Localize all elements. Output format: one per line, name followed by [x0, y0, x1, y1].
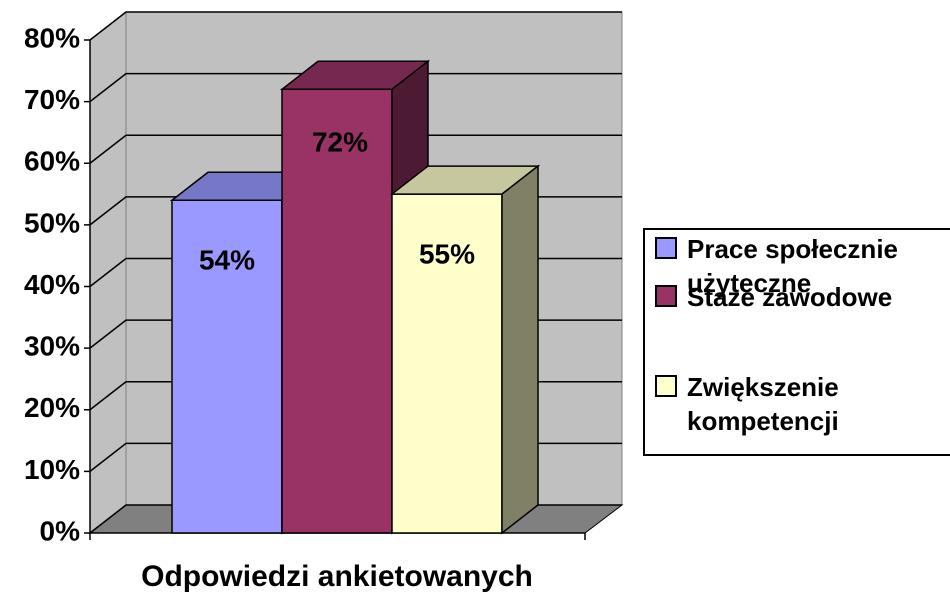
y-tick-label: 70% [24, 84, 80, 115]
bar [389, 164, 541, 535]
legend: Prace społecznie użyteczne Staże zawodowe… [643, 228, 950, 456]
legend-swatch [655, 285, 677, 307]
y-tick-label: 0% [40, 515, 81, 546]
y-tick-label: 40% [24, 269, 80, 300]
y-tick-label: 50% [24, 207, 80, 238]
grid-line [89, 72, 622, 103]
x-axis-title: Odpowiedzi ankietowanych [141, 560, 533, 593]
y-tick-label: 10% [24, 454, 80, 485]
y-tick-label: 30% [24, 331, 80, 362]
legend-label: Staże zawodowe [687, 282, 893, 312]
grid-line [89, 134, 622, 164]
legend-swatch [655, 237, 677, 259]
bar-side [501, 164, 539, 535]
y-tick-label: 20% [24, 392, 80, 423]
legend-swatch [655, 375, 677, 397]
legend-entry: Prace społecznie użyteczne [655, 232, 937, 300]
legend-label: Zwiększenie kompetencji [687, 372, 839, 436]
legend-entry: Staże zawodowe [655, 280, 937, 314]
data-label: 72% [312, 127, 368, 158]
legend-label: Prace społecznie użyteczne [687, 234, 898, 298]
y-tick-label: 80% [24, 22, 80, 53]
grid-line [89, 11, 622, 41]
data-label: 54% [199, 245, 255, 276]
data-label: 55% [419, 238, 475, 269]
legend-entry: Zwiększenie kompetencji [655, 370, 937, 438]
y-tick-label: 60% [24, 146, 80, 177]
